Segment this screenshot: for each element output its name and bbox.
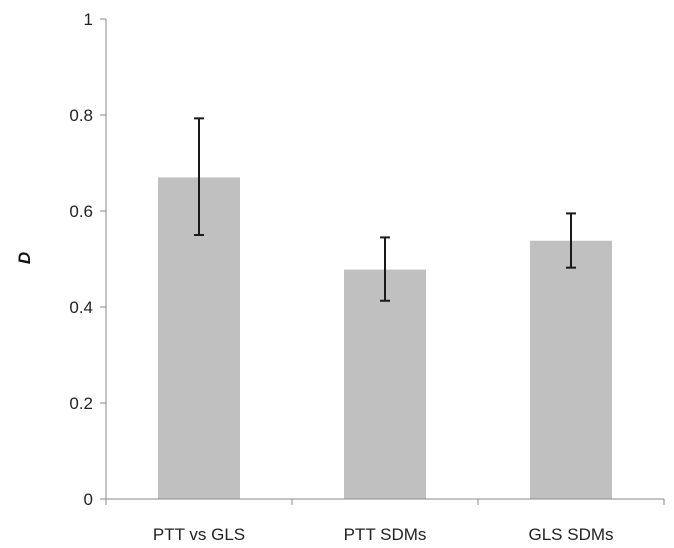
y-tick-label: 0 [84, 490, 93, 509]
axes [105, 19, 665, 505]
y-tick-label: 0.4 [69, 298, 93, 317]
x-axis-labels: PTT vs GLS PTT SDMs GLS SDMs [153, 525, 614, 544]
y-tick-label: 1 [84, 10, 93, 29]
bar [344, 269, 426, 499]
y-axis-ticks: 0 0.2 0.4 0.6 0.8 1 [69, 10, 106, 509]
y-axis-label: D [15, 252, 34, 264]
y-tick-label: 0.6 [69, 202, 93, 221]
y-tick-label: 0.2 [69, 394, 93, 413]
x-category-label: GLS SDMs [528, 525, 613, 544]
bars [158, 177, 612, 499]
x-category-label: PTT SDMs [344, 525, 427, 544]
error-bars [194, 117, 576, 302]
y-tick-label: 0.8 [69, 106, 93, 125]
x-category-label: PTT vs GLS [153, 525, 245, 544]
bar [530, 240, 612, 499]
